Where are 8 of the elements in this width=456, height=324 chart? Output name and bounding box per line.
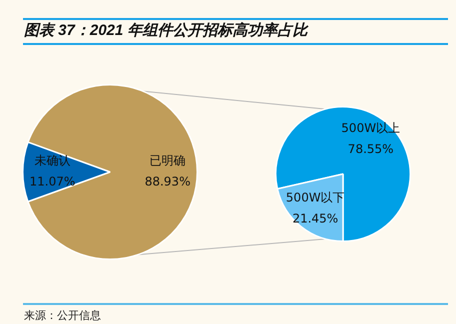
source-note: 来源：公开信息 xyxy=(24,308,101,323)
data-label: 78.55% xyxy=(348,142,394,156)
data-label: 21.45% xyxy=(292,211,338,226)
slice-label: 已明确 xyxy=(150,154,186,168)
data-label: 11.07% xyxy=(30,174,76,189)
data-label: 88.93% xyxy=(144,174,190,189)
chart-title: 图表 37：2021 年组件公开招标高功率占比 xyxy=(24,21,308,40)
slice-label: 未确认 xyxy=(34,154,70,168)
